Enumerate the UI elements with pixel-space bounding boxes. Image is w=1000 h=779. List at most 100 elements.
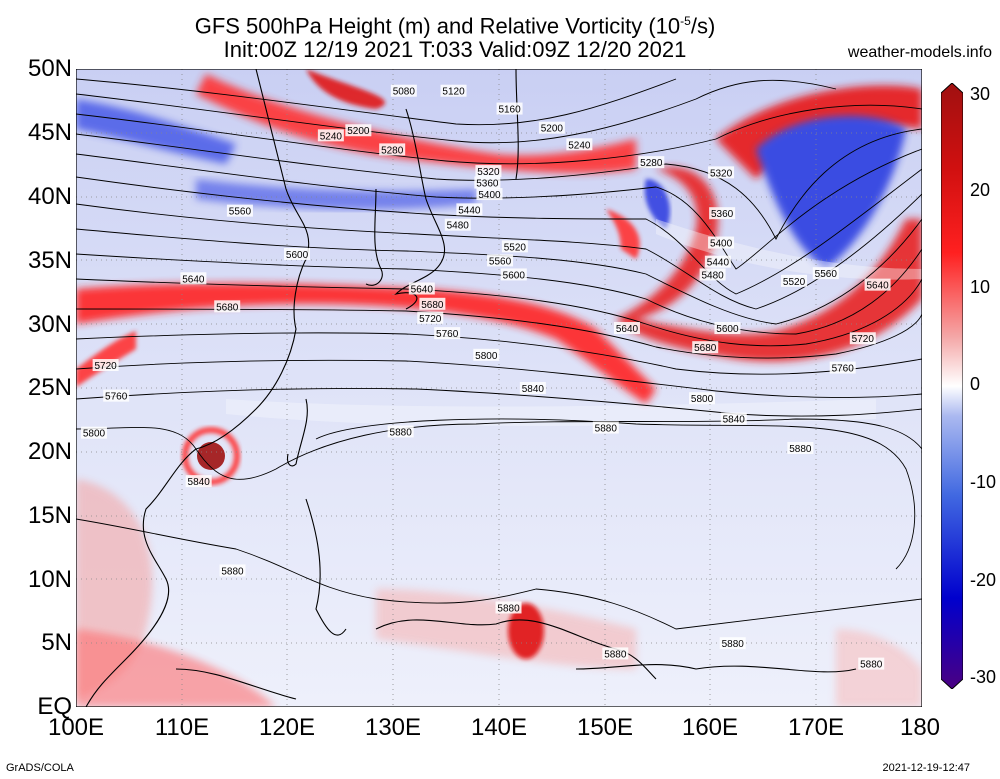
contour-label: 5640 bbox=[180, 272, 207, 285]
contour-label: 5360 bbox=[709, 207, 736, 220]
lon-label-180: 180 bbox=[899, 714, 941, 741]
lat-lon-grid bbox=[76, 69, 922, 707]
lat-label-20n: 20N bbox=[27, 438, 72, 465]
lat-label-40n: 40N bbox=[27, 183, 72, 210]
svg-text:5840: 5840 bbox=[522, 384, 545, 395]
svg-text:5880: 5880 bbox=[860, 660, 883, 671]
contour-label: 5400 bbox=[708, 236, 735, 250]
vorticity-map: 5080 5120 5160 5200 5240 5200 5240 5280 5280 5320… bbox=[76, 69, 922, 707]
lat-label-5n: 5N bbox=[41, 629, 72, 656]
contour-label: 5720 bbox=[92, 359, 119, 372]
lat-label-15n: 15N bbox=[27, 502, 72, 529]
contour-label: 5880 bbox=[858, 657, 885, 671]
chart-title-line2: Init:00Z 12/19 2021 T:033 Valid:09Z 12/2… bbox=[223, 37, 687, 62]
svg-text:5640: 5640 bbox=[866, 281, 889, 292]
lon-label-100e: 100E bbox=[47, 714, 105, 741]
lon-label-120e: 120E bbox=[258, 714, 316, 741]
contour-label: 5880 bbox=[592, 421, 619, 435]
svg-text:5360: 5360 bbox=[711, 209, 734, 220]
contour-label: 5640 bbox=[613, 322, 640, 335]
svg-text:5440: 5440 bbox=[707, 258, 730, 269]
svg-text:5280: 5280 bbox=[640, 158, 663, 169]
svg-text:5880: 5880 bbox=[390, 427, 413, 438]
svg-text:5840: 5840 bbox=[188, 477, 211, 488]
svg-text:5880: 5880 bbox=[789, 444, 812, 455]
contour-label: 5840 bbox=[720, 412, 747, 426]
contour-label: 5360 bbox=[474, 176, 501, 190]
svg-text:5200: 5200 bbox=[347, 126, 370, 137]
title-text: GFS 500hPa Height (m) and Relative Vorti… bbox=[194, 13, 681, 39]
svg-text:5560: 5560 bbox=[489, 256, 512, 267]
contour-label: 5880 bbox=[602, 647, 629, 660]
svg-text:5600: 5600 bbox=[286, 250, 309, 261]
contour-label: 5800 bbox=[689, 392, 716, 405]
contour-label: 5320 bbox=[708, 166, 735, 179]
svg-text:5640: 5640 bbox=[616, 324, 639, 335]
svg-text:5200: 5200 bbox=[541, 124, 564, 135]
svg-text:5560: 5560 bbox=[229, 207, 252, 218]
svg-text:5720: 5720 bbox=[94, 361, 117, 372]
colorbar bbox=[941, 83, 963, 689]
contour-label: 5160 bbox=[496, 102, 523, 116]
lat-label-30n: 30N bbox=[27, 311, 72, 338]
contour-label: 5600 bbox=[284, 248, 311, 261]
contour-label: 5640 bbox=[408, 282, 435, 295]
contour-label: 5880 bbox=[219, 564, 246, 577]
lon-label-150e: 150E bbox=[576, 714, 634, 741]
svg-text:5360: 5360 bbox=[476, 179, 499, 190]
svg-text:5880: 5880 bbox=[221, 566, 244, 577]
contour-label: 5680 bbox=[214, 300, 241, 313]
colorbar-label-minus20: -20 bbox=[970, 570, 997, 590]
contour-labels: 5080 5120 5160 5200 5240 5200 5240 5280 5280 5320… bbox=[80, 84, 891, 671]
contour-label: 5600 bbox=[500, 268, 527, 281]
contour-label: 5760 bbox=[829, 361, 856, 375]
colorbar-label-10: 10 bbox=[970, 277, 991, 297]
contour-label: 5720 bbox=[417, 311, 444, 325]
contour-label: 5720 bbox=[849, 332, 876, 345]
lat-label-35n: 35N bbox=[27, 247, 72, 274]
contour-label: 5200 bbox=[345, 124, 372, 137]
svg-text:5720: 5720 bbox=[419, 314, 442, 325]
lat-label-50n: 50N bbox=[27, 55, 72, 82]
contour-label: 5840 bbox=[519, 382, 546, 395]
contour-label: 5880 bbox=[495, 601, 522, 614]
contour-label: 5280 bbox=[379, 143, 406, 156]
contour-label: 5520 bbox=[781, 274, 808, 288]
svg-text:5640: 5640 bbox=[411, 284, 434, 295]
lat-label-45n: 45N bbox=[27, 119, 72, 146]
svg-text:5840: 5840 bbox=[723, 415, 746, 426]
colorbar-label-30: 30 bbox=[970, 84, 991, 104]
svg-text:5120: 5120 bbox=[442, 87, 465, 98]
svg-text:5480: 5480 bbox=[447, 221, 470, 232]
svg-text:5240: 5240 bbox=[568, 140, 591, 151]
lon-label-140e: 140E bbox=[470, 714, 528, 741]
contour-label: 5480 bbox=[444, 218, 471, 232]
svg-text:5280: 5280 bbox=[381, 145, 404, 156]
contour-label: 5600 bbox=[714, 322, 741, 335]
svg-text:5520: 5520 bbox=[504, 242, 527, 253]
contour-label: 5480 bbox=[699, 268, 726, 281]
svg-text:5440: 5440 bbox=[458, 205, 481, 216]
lon-label-110e: 110E bbox=[154, 714, 210, 741]
svg-text:5880: 5880 bbox=[595, 424, 618, 435]
contour-label: 5440 bbox=[704, 255, 731, 269]
svg-text:5800: 5800 bbox=[691, 394, 714, 405]
colorbar-label-minus10: -10 bbox=[970, 472, 997, 492]
svg-text:5680: 5680 bbox=[216, 302, 239, 313]
lon-label-170e: 170E bbox=[787, 714, 845, 741]
svg-text:5800: 5800 bbox=[83, 429, 106, 440]
svg-text:5400: 5400 bbox=[710, 239, 733, 250]
svg-text:5480: 5480 bbox=[701, 270, 724, 281]
title-superscript: -5 bbox=[680, 14, 691, 28]
contour-label: 5880 bbox=[719, 637, 746, 650]
svg-text:5160: 5160 bbox=[498, 105, 521, 116]
contour-label: 5560 bbox=[487, 254, 514, 267]
contour-label: 5680 bbox=[419, 297, 446, 311]
contour-label: 5840 bbox=[185, 475, 212, 488]
svg-text:5080: 5080 bbox=[393, 87, 416, 98]
lat-label-25n: 25N bbox=[27, 374, 72, 401]
contour-label: 5800 bbox=[473, 348, 500, 362]
chart-title-line1: GFS 500hPa Height (m) and Relative Vorti… bbox=[0, 8, 955, 39]
lon-label-160e: 160E bbox=[681, 714, 739, 741]
contour-label: 5880 bbox=[387, 425, 414, 438]
